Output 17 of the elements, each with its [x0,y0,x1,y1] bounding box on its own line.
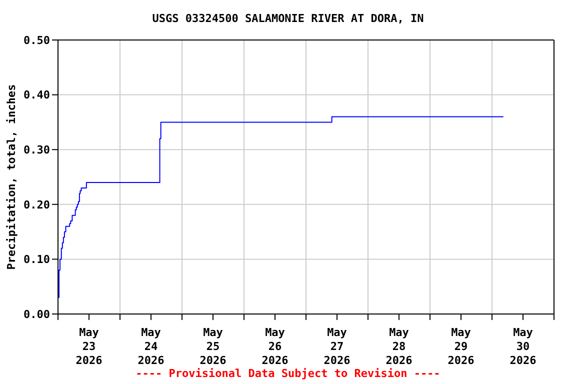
y-tick-label: 0.10 [24,253,50,266]
y-tick-label: 0.30 [24,144,50,157]
x-tick-label: May 24 2026 [138,326,165,367]
y-tick-label: 0.40 [24,88,50,102]
x-tick-label: May 29 2026 [448,326,475,367]
x-tick-label: May 26 2026 [262,326,289,367]
x-tick-label: May 28 2026 [386,326,413,367]
y-axis-title: Precipitation, total, inches [5,84,18,270]
x-tick-label: May 25 2026 [200,326,227,367]
x-tick-label: May 23 2026 [76,326,103,367]
y-tick-label: 0.00 [24,308,50,321]
y-tick-label: 0.50 [24,34,50,47]
y-tick-label: 0.20 [24,198,50,212]
text: ---- Provisional Data Subject to Revision ---- [134,367,442,380]
x-tick-label: May 30 2026 [510,326,537,367]
chart-title: USGS 03324500 SALAMONIE RIVER AT DORA, IN [151,12,425,25]
x-tick-label: May 27 2026 [324,326,351,367]
